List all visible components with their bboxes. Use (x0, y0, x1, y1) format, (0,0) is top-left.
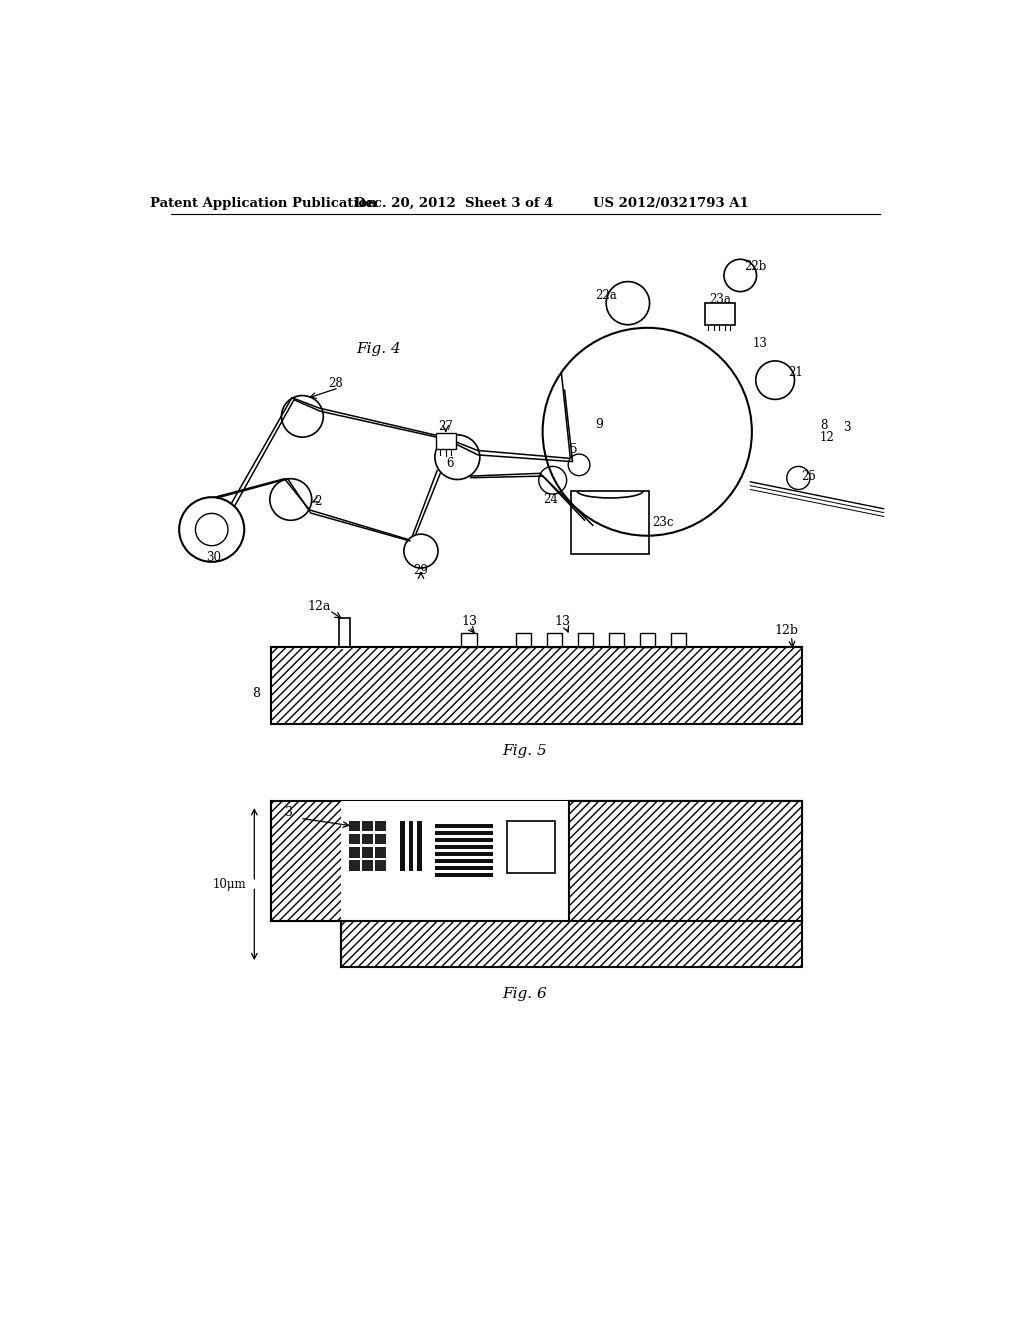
Bar (435, 873, 493, 876)
Bar (341, 801, 682, 921)
Bar (375, 821, 386, 832)
Bar (349, 847, 359, 858)
Text: 12b: 12b (775, 624, 799, 638)
Text: 25: 25 (801, 470, 816, 483)
Text: Dec. 20, 2012  Sheet 3 of 4: Dec. 20, 2012 Sheet 3 of 4 (354, 197, 553, 210)
Text: 12a: 12a (308, 601, 331, 612)
Text: 8: 8 (252, 686, 260, 700)
Text: US 2012/0321793 A1: US 2012/0321793 A1 (593, 197, 749, 210)
Bar (507, 821, 555, 873)
Bar (435, 433, 456, 449)
Text: 29: 29 (414, 564, 428, 577)
Bar (671, 634, 686, 647)
Bar (409, 821, 414, 871)
Bar (461, 634, 477, 647)
Text: 28: 28 (329, 376, 343, 389)
Text: Patent Application Publication: Patent Application Publication (151, 197, 377, 210)
Bar (271, 801, 802, 921)
Bar (341, 921, 802, 966)
Bar (362, 847, 373, 858)
Bar (375, 847, 386, 858)
Text: 27: 27 (438, 420, 454, 433)
Bar (349, 859, 359, 871)
Text: 13: 13 (554, 615, 570, 628)
Text: 23a: 23a (710, 293, 731, 306)
Text: 5: 5 (570, 444, 578, 455)
Text: 6: 6 (445, 457, 454, 470)
Text: 10μm: 10μm (213, 878, 247, 891)
Text: 2: 2 (314, 495, 322, 508)
Bar (435, 825, 493, 829)
Text: 22b: 22b (744, 260, 767, 273)
Bar (417, 821, 422, 871)
Text: 8: 8 (820, 418, 827, 432)
Bar (362, 821, 373, 832)
Bar (515, 634, 531, 647)
Bar (362, 859, 373, 871)
Bar (375, 834, 386, 845)
Bar (400, 821, 404, 871)
Bar (706, 304, 735, 325)
Bar (349, 821, 359, 832)
Text: 21: 21 (788, 366, 804, 379)
Bar (435, 866, 493, 870)
Text: Fig. 5: Fig. 5 (503, 744, 547, 758)
Bar (435, 832, 493, 836)
Bar (435, 838, 493, 842)
Text: 24: 24 (543, 492, 558, 506)
Bar (608, 634, 624, 647)
Text: 9: 9 (595, 417, 603, 430)
Bar (435, 845, 493, 849)
Text: Fig. 6: Fig. 6 (503, 987, 547, 1001)
Bar (339, 618, 349, 647)
Text: 3: 3 (844, 421, 851, 434)
Bar (337, 645, 351, 649)
Bar (435, 859, 493, 863)
Bar (349, 834, 359, 845)
Bar (578, 634, 593, 647)
Text: 13: 13 (461, 615, 477, 628)
Bar (362, 834, 373, 845)
Bar (571, 491, 649, 554)
Text: 12: 12 (819, 432, 835, 445)
Text: 23c: 23c (652, 516, 674, 529)
Text: 13: 13 (753, 337, 767, 350)
Bar (375, 859, 386, 871)
Bar (640, 634, 655, 647)
Text: Fig. 4: Fig. 4 (356, 342, 401, 356)
Text: 22a: 22a (595, 289, 617, 302)
Bar (271, 647, 802, 725)
Bar (547, 634, 562, 647)
Text: 3: 3 (286, 807, 293, 820)
Bar (569, 801, 802, 921)
Text: 30: 30 (206, 550, 221, 564)
Bar (435, 853, 493, 855)
